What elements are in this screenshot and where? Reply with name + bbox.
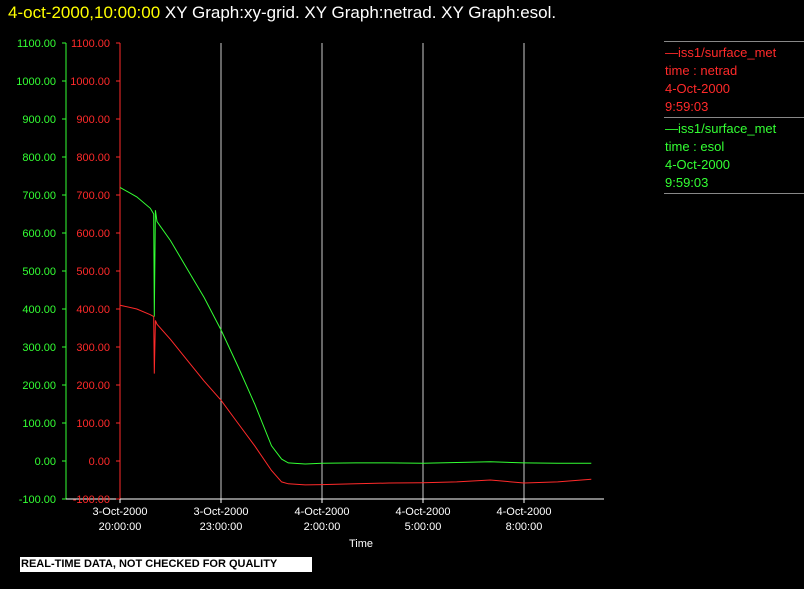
y-tick-label-esol: 400.00 (22, 304, 56, 316)
legend: —iss1/surface_met time : netrad 4-Oct-2000… (664, 41, 804, 194)
y-tick-label-esol: 1100.00 (17, 38, 56, 50)
x-tick-label-date: 4-Oct-2000 (496, 506, 551, 518)
y-tick-label-esol: 800.00 (22, 152, 56, 164)
series-lines (119, 186, 592, 486)
y-tick-label-netrad: 300.00 (76, 342, 110, 354)
x-axis-label: Time (349, 538, 373, 550)
series-line-netrad (119, 304, 592, 486)
quality-notice: REAL-TIME DATA, NOT CHECKED FOR QUALITY (20, 557, 312, 572)
x-tick-label-time: 2:00:00 (304, 521, 341, 533)
y-tick-label-netrad: 100.00 (76, 418, 110, 430)
grid-lines (220, 43, 525, 499)
y-tick-label-netrad: 400.00 (76, 304, 110, 316)
x-tick-label-date: 4-Oct-2000 (395, 506, 450, 518)
y-tick-label-netrad: 600.00 (76, 228, 110, 240)
y-tick-label-netrad: 900.00 (76, 114, 110, 126)
y-tick-label-netrad: 1100.00 (71, 38, 110, 50)
legend-line: 4-Oct-2000 (665, 81, 731, 96)
title-graph-list: XY Graph:xy-grid. XY Graph:netrad. XY Gr… (164, 3, 557, 22)
series-line-esol (119, 186, 592, 465)
x-tick-label-time: 23:00:00 (200, 521, 243, 533)
x-tick-label-date: 4-Oct-2000 (294, 506, 349, 518)
graph-title: 4-oct-2000,10:00:00 XY Graph:xy-grid. XY… (8, 3, 556, 23)
legend-line: time : esol (665, 139, 725, 154)
legend-line: 9:59:03 (665, 175, 709, 190)
x-axis-ticks: 3-Oct-2000 20:00:00 3-Oct-2000 23:00:00 4-Oc… (92, 499, 552, 550)
x-tick-label-date: 3-Oct-2000 (193, 506, 248, 518)
y-tick-label-netrad: 800.00 (76, 152, 110, 164)
y-tick-label-netrad: 700.00 (76, 190, 110, 202)
y-tick-label-esol: 600.00 (22, 228, 56, 240)
y-tick-label-netrad: 0.00 (89, 456, 110, 468)
legend-line: 4-Oct-2000 (665, 157, 731, 172)
title-timestamp: 4-oct-2000,10:00:00 (8, 3, 161, 22)
y-tick-label-esol: 500.00 (22, 266, 56, 278)
legend-line: —iss1/surface_met (665, 121, 777, 136)
legend-line: —iss1/surface_met (665, 45, 777, 60)
y-tick-label-esol: 300.00 (22, 342, 56, 354)
x-tick-label-time: 5:00:00 (405, 521, 442, 533)
x-tick-label-time: 20:00:00 (99, 521, 142, 533)
y-axis-ticks: -100.00 -100.00 0.00 0.00 100.00 100.00 200.00… (16, 38, 120, 506)
axes (65, 43, 604, 500)
x-tick-label-date: 3-Oct-2000 (92, 506, 147, 518)
legend-line: time : netrad (665, 63, 738, 78)
x-tick-label-time: 8:00:00 (506, 521, 543, 533)
y-tick-label-esol: 200.00 (22, 380, 56, 392)
y-tick-label-esol: 1000.00 (16, 76, 56, 88)
y-tick-label-esol: 100.00 (22, 418, 56, 430)
y-tick-label-netrad: 200.00 (76, 380, 110, 392)
y-tick-label-esol: 700.00 (22, 190, 56, 202)
legend-line: 9:59:03 (665, 99, 709, 114)
y-tick-label-esol: 900.00 (22, 114, 56, 126)
y-tick-label-netrad: 1000.00 (70, 76, 110, 88)
y-tick-label-netrad: -100.00 (73, 494, 110, 506)
y-tick-label-esol: -100.00 (19, 494, 56, 506)
y-tick-label-netrad: 500.00 (76, 266, 110, 278)
y-tick-label-esol: 0.00 (35, 456, 56, 468)
